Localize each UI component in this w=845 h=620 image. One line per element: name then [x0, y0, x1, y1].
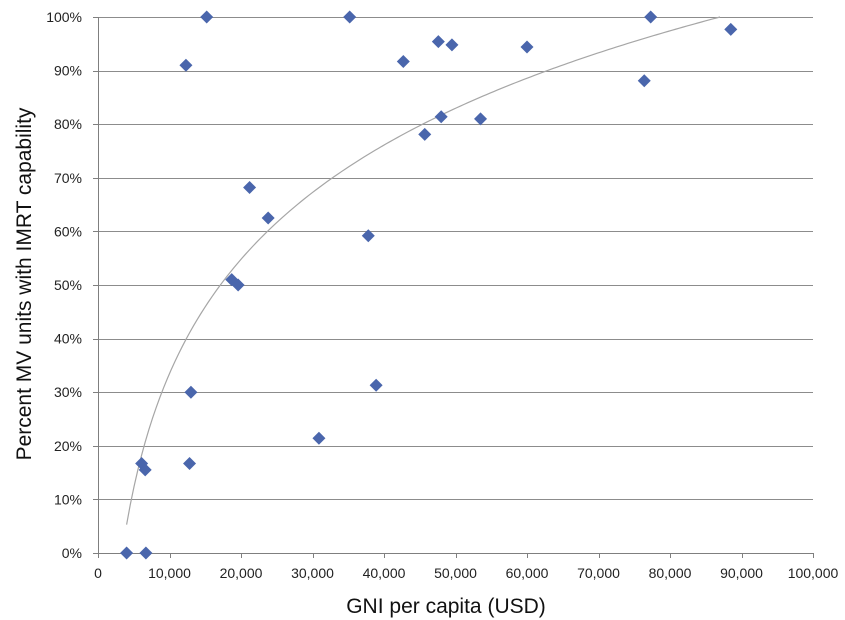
data-point-16	[396, 54, 410, 68]
x-tick-label-3: 30,000	[291, 565, 334, 581]
data-point-9	[231, 278, 245, 292]
data-point-5	[183, 456, 197, 470]
x-axis-tick-labels: 0 10,000 20,000 30,000 40,000 50,000 60,000 70,…	[94, 565, 838, 581]
y-tick-label-9: 90%	[54, 63, 82, 79]
y-tick-label-7: 70%	[54, 170, 82, 186]
y-tick-label-6: 60%	[54, 223, 82, 239]
data-point-21	[474, 112, 488, 126]
data-point-10	[243, 180, 257, 194]
trendline-group	[126, 16, 721, 525]
x-tick-label-1: 10,000	[148, 565, 191, 581]
y-tick-label-8: 80%	[54, 116, 82, 132]
data-point-1	[139, 546, 153, 560]
x-tick-label-2: 20,000	[220, 565, 263, 581]
x-tick-label-6: 60,000	[506, 565, 549, 581]
axes	[93, 17, 814, 558]
data-point-4	[179, 58, 193, 72]
data-point-22	[520, 40, 534, 54]
data-point-11	[261, 211, 275, 225]
y-tick-label-2: 20%	[54, 438, 82, 454]
data-point-3	[138, 463, 152, 477]
y-tick-label-5: 50%	[54, 277, 82, 293]
x-tick-label-5: 50,000	[434, 565, 477, 581]
x-tick-label-4: 40,000	[363, 565, 406, 581]
data-points	[120, 10, 738, 560]
y-tick-label-1: 10%	[54, 491, 82, 507]
x-tick-label-8: 80,000	[649, 565, 692, 581]
data-point-0	[120, 546, 134, 560]
data-point-20	[445, 38, 459, 52]
data-point-18	[431, 35, 445, 49]
y-tick-label-4: 40%	[54, 331, 82, 347]
y-axis-title: Percent MV units with IMRT capability	[13, 107, 36, 460]
trendline	[126, 16, 721, 525]
x-tick-label-9: 90,000	[720, 565, 763, 581]
x-tick-label-10: 100,000	[788, 565, 839, 581]
y-axis-tick-labels: 0% 10% 20% 30% 40% 50% 60% 70% 80% 90% 100%	[46, 9, 82, 561]
data-point-7	[200, 10, 214, 24]
x-tick-label-7: 70,000	[577, 565, 620, 581]
y-tick-label-10: 100%	[46, 9, 82, 25]
data-point-23	[637, 74, 651, 88]
data-point-12	[312, 431, 326, 445]
y-tick-label-0: 0%	[62, 545, 82, 561]
data-point-13	[343, 10, 357, 24]
gridlines	[98, 17, 813, 500]
data-point-17	[418, 127, 432, 141]
y-tick-label-3: 30%	[54, 384, 82, 400]
data-point-24	[644, 10, 658, 24]
data-point-19	[434, 110, 448, 124]
data-point-6	[184, 385, 198, 399]
data-point-25	[724, 22, 738, 36]
x-axis-title: GNI per capita (USD)	[346, 595, 546, 618]
data-point-14	[361, 229, 375, 243]
data-point-15	[369, 378, 383, 392]
x-tick-label-0: 0	[94, 565, 102, 581]
